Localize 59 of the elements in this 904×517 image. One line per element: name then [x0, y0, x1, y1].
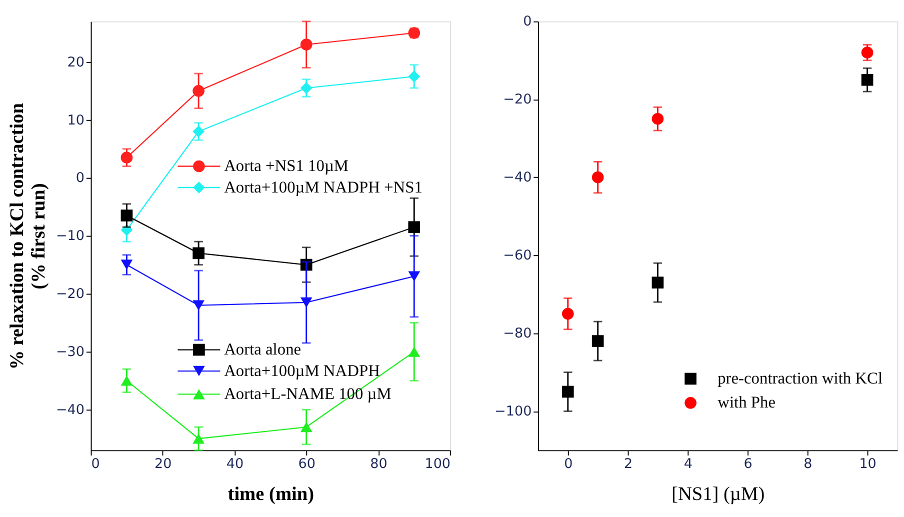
point [300, 38, 312, 50]
y-tick-label: −100 [494, 404, 532, 420]
point [408, 346, 420, 357]
point [592, 171, 604, 184]
point [120, 152, 133, 164]
point [120, 376, 133, 386]
x-tick-label: 80 [370, 456, 388, 472]
x-tick-label: 10 [859, 456, 876, 472]
point [592, 335, 604, 347]
y-tick-label: −40 [503, 170, 532, 186]
point [300, 422, 312, 432]
x-tick-label: 40 [226, 456, 244, 472]
y-tick-label: −80 [503, 326, 532, 342]
x-tick-label: 0 [91, 456, 100, 472]
y-tick-label: 10 [67, 112, 85, 128]
point [300, 82, 312, 94]
x-tick-label: 100 [424, 456, 451, 472]
y-tick-label: −30 [56, 344, 85, 360]
point [652, 112, 664, 125]
legend-label: Aorta+100µM NADPH [224, 360, 380, 380]
x-tick-label: 4 [684, 456, 692, 472]
y-tick-label: −40 [56, 402, 85, 418]
point [408, 70, 420, 82]
x-axis-title: time (min) [228, 484, 314, 505]
point [652, 276, 664, 288]
point [300, 297, 312, 308]
y-tick-label: −20 [503, 92, 532, 108]
point [120, 210, 133, 222]
point [120, 260, 133, 270]
legend-label: with Phe [718, 392, 776, 412]
x-tick-label: 6 [744, 456, 752, 472]
y-tick-label: 0 [76, 170, 85, 186]
x-tick-label: 8 [804, 456, 812, 472]
y-tick-label: −10 [56, 228, 85, 244]
point [192, 434, 204, 444]
x-tick-label: 0 [564, 456, 573, 472]
x-tick-label: 20 [154, 456, 172, 472]
point [562, 308, 574, 320]
point [192, 247, 204, 260]
point [562, 386, 574, 398]
point [408, 221, 420, 234]
point [192, 300, 204, 310]
legend-label: Aorta alone [224, 340, 302, 359]
legend-label: Aorta +NS1 10µM [224, 156, 349, 176]
x-tick-label: 2 [624, 456, 633, 472]
y-tick-label: 0 [523, 14, 532, 30]
x-axis-title: [NS1] (µM) [672, 484, 765, 505]
y-tick-label: −20 [56, 286, 85, 302]
x-tick-label: 60 [298, 456, 316, 472]
point [408, 271, 420, 282]
y-tick-label: −60 [503, 248, 532, 264]
y-tick-label: 20 [67, 54, 85, 70]
y-axis-title: % relaxation to KCl contraction (% first run) [7, 102, 50, 370]
point [192, 126, 204, 138]
point [861, 46, 874, 58]
point [192, 85, 204, 97]
point [861, 74, 874, 86]
legend-label: pre-contraction with KCl [718, 368, 883, 388]
legend-label: Aorta+100µM NADPH +NS1 [224, 177, 422, 196]
